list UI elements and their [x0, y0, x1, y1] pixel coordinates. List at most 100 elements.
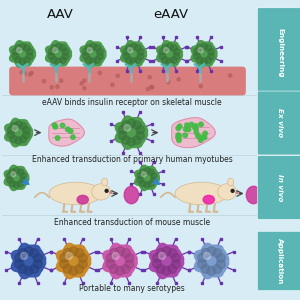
- Polygon shape: [80, 41, 106, 67]
- Circle shape: [146, 88, 149, 91]
- Circle shape: [213, 249, 222, 258]
- Polygon shape: [115, 116, 148, 149]
- Circle shape: [20, 123, 27, 130]
- Circle shape: [153, 260, 161, 268]
- Circle shape: [203, 252, 211, 260]
- Circle shape: [123, 53, 130, 60]
- Circle shape: [110, 191, 112, 194]
- Circle shape: [177, 138, 181, 142]
- Polygon shape: [194, 243, 229, 279]
- Circle shape: [97, 48, 104, 55]
- Circle shape: [176, 135, 180, 139]
- Circle shape: [168, 265, 177, 274]
- Circle shape: [8, 126, 15, 134]
- Text: Enhanced transduction of mouse muscle: Enhanced transduction of mouse muscle: [54, 218, 210, 227]
- Circle shape: [94, 45, 101, 51]
- Circle shape: [137, 172, 143, 179]
- Circle shape: [199, 138, 203, 142]
- Circle shape: [140, 169, 146, 175]
- Circle shape: [173, 53, 180, 60]
- Circle shape: [63, 264, 72, 273]
- Circle shape: [60, 254, 69, 262]
- Circle shape: [82, 53, 89, 60]
- Circle shape: [196, 57, 203, 63]
- Circle shape: [82, 48, 89, 55]
- Circle shape: [125, 260, 134, 268]
- FancyBboxPatch shape: [9, 67, 246, 95]
- Circle shape: [85, 57, 92, 63]
- Ellipse shape: [92, 184, 110, 200]
- Circle shape: [106, 260, 115, 268]
- Circle shape: [198, 47, 203, 53]
- Circle shape: [162, 57, 168, 63]
- Circle shape: [48, 48, 55, 55]
- Circle shape: [7, 177, 13, 183]
- Circle shape: [199, 122, 203, 127]
- Circle shape: [194, 124, 198, 128]
- Circle shape: [56, 85, 59, 88]
- Circle shape: [168, 249, 177, 258]
- Circle shape: [194, 48, 200, 55]
- Circle shape: [123, 48, 130, 55]
- Circle shape: [122, 121, 130, 129]
- Ellipse shape: [77, 195, 88, 204]
- Circle shape: [201, 135, 206, 140]
- Circle shape: [20, 177, 26, 183]
- Circle shape: [208, 48, 214, 55]
- Circle shape: [127, 138, 136, 146]
- FancyBboxPatch shape: [257, 91, 300, 155]
- Circle shape: [159, 53, 166, 60]
- Circle shape: [150, 85, 153, 88]
- Circle shape: [43, 80, 46, 83]
- Circle shape: [15, 121, 22, 128]
- Circle shape: [26, 48, 33, 55]
- Circle shape: [19, 58, 26, 65]
- Circle shape: [30, 71, 33, 75]
- Circle shape: [116, 74, 119, 77]
- Polygon shape: [56, 243, 91, 279]
- Circle shape: [183, 133, 188, 137]
- Circle shape: [118, 131, 127, 140]
- Circle shape: [59, 57, 66, 63]
- Circle shape: [78, 260, 87, 268]
- Polygon shape: [172, 118, 215, 148]
- Circle shape: [24, 45, 30, 51]
- Circle shape: [20, 136, 27, 143]
- Circle shape: [162, 247, 171, 256]
- Circle shape: [124, 124, 130, 131]
- Text: Engineering: Engineering: [277, 28, 283, 77]
- Circle shape: [20, 252, 28, 260]
- Circle shape: [14, 168, 20, 174]
- Circle shape: [23, 57, 30, 63]
- Circle shape: [166, 43, 173, 50]
- Circle shape: [205, 45, 212, 51]
- Circle shape: [17, 181, 24, 187]
- Circle shape: [122, 249, 130, 258]
- Circle shape: [19, 43, 26, 50]
- Circle shape: [151, 86, 154, 89]
- Circle shape: [133, 121, 141, 129]
- Circle shape: [140, 180, 146, 187]
- Circle shape: [71, 135, 75, 140]
- Circle shape: [79, 254, 87, 262]
- Circle shape: [15, 45, 22, 51]
- Circle shape: [30, 265, 39, 274]
- Circle shape: [167, 80, 170, 84]
- Circle shape: [122, 136, 130, 144]
- Circle shape: [203, 131, 207, 136]
- Circle shape: [83, 79, 86, 82]
- Polygon shape: [49, 119, 84, 146]
- Text: Application: Application: [277, 238, 283, 284]
- Circle shape: [151, 172, 157, 179]
- Circle shape: [55, 58, 62, 65]
- Circle shape: [207, 247, 216, 256]
- Circle shape: [9, 180, 16, 187]
- Circle shape: [133, 136, 141, 144]
- Circle shape: [15, 137, 22, 144]
- Circle shape: [177, 134, 181, 138]
- Ellipse shape: [101, 178, 108, 186]
- Polygon shape: [121, 41, 146, 67]
- Circle shape: [12, 53, 19, 60]
- Circle shape: [144, 182, 150, 188]
- Circle shape: [184, 127, 188, 131]
